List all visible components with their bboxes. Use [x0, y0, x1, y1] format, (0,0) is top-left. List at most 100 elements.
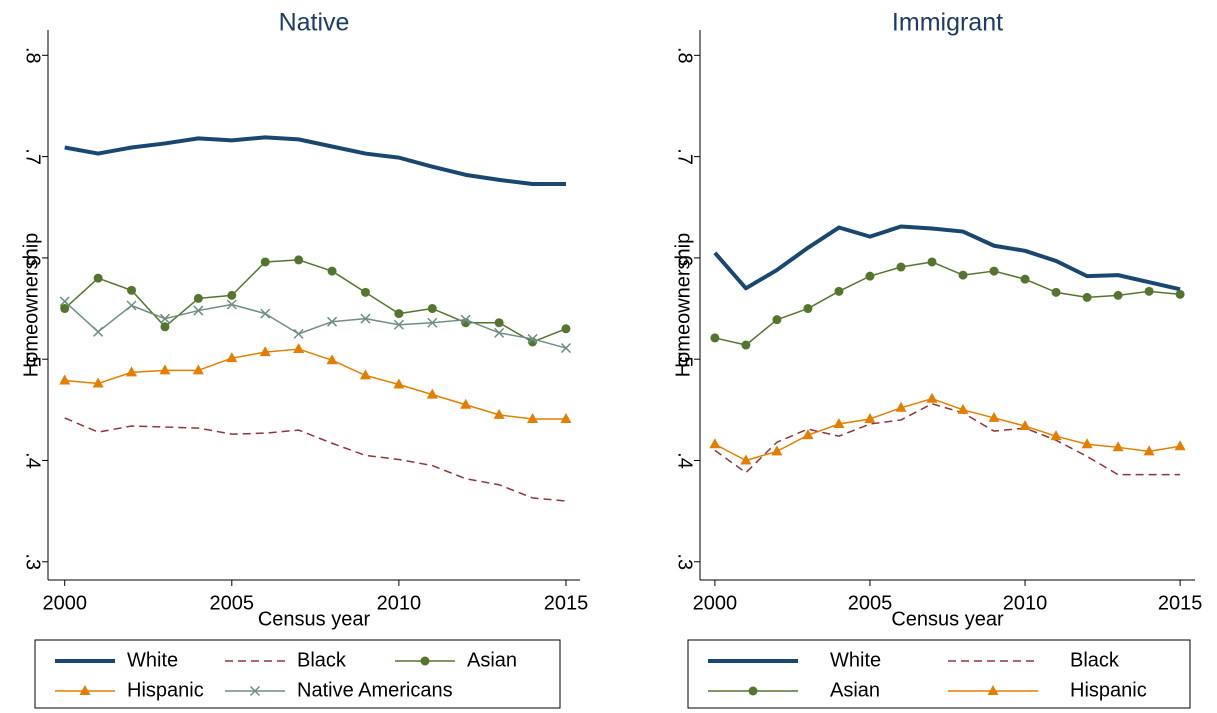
- marker: [293, 343, 305, 354]
- y-tick-label: .4: [674, 452, 696, 469]
- y-tick-label: .7: [674, 148, 696, 165]
- x-tick-label: 2015: [1158, 592, 1203, 614]
- marker: [865, 271, 875, 281]
- marker: [159, 313, 170, 324]
- marker: [226, 299, 237, 310]
- marker: [159, 364, 171, 375]
- x-tick-label: 2005: [210, 592, 255, 614]
- marker: [260, 308, 271, 319]
- x-tick-label: 2010: [377, 592, 422, 614]
- marker: [896, 262, 906, 272]
- legend-label: Hispanic: [1070, 679, 1147, 701]
- marker: [560, 343, 571, 354]
- y-tick-label: .6: [22, 250, 44, 267]
- marker: [460, 398, 472, 409]
- marker: [1143, 445, 1155, 456]
- x-tick-label: 2005: [848, 592, 893, 614]
- marker: [710, 333, 720, 343]
- marker: [494, 327, 505, 338]
- legend-label: White: [127, 649, 178, 671]
- y-tick-label: .6: [674, 250, 696, 267]
- marker: [802, 429, 814, 440]
- marker: [226, 352, 238, 363]
- marker: [393, 319, 404, 330]
- marker: [460, 314, 471, 325]
- marker: [126, 366, 138, 377]
- marker: [527, 333, 538, 344]
- marker: [1020, 274, 1030, 284]
- marker: [927, 257, 937, 267]
- marker: [772, 315, 782, 325]
- marker: [1081, 438, 1093, 449]
- y-tick-label: .3: [674, 553, 696, 570]
- series-line: [64, 135, 566, 186]
- marker: [1175, 289, 1185, 299]
- series-line: [714, 403, 1181, 476]
- x-tick-label: 2000: [42, 592, 87, 614]
- marker: [192, 364, 204, 375]
- marker: [60, 304, 70, 314]
- marker: [93, 273, 103, 283]
- marker: [709, 438, 721, 449]
- legend-box: [687, 639, 1191, 709]
- marker: [1112, 441, 1124, 452]
- x-axis-label: Census year: [891, 608, 1004, 630]
- y-tick-label: .5: [674, 351, 696, 368]
- legend-label: Black: [1070, 649, 1120, 671]
- marker: [741, 340, 751, 350]
- x-tick-label: 2000: [693, 592, 738, 614]
- marker: [1050, 430, 1062, 441]
- chart-title: Immigrant: [892, 9, 1003, 37]
- marker: [393, 378, 405, 389]
- marker: [988, 411, 1000, 422]
- marker: [127, 285, 137, 295]
- marker: [293, 328, 304, 339]
- y-tick-label: .7: [22, 148, 44, 165]
- marker: [259, 346, 271, 357]
- y-axis-label: Homeownership: [672, 233, 694, 378]
- y-tick-label: .8: [22, 47, 44, 64]
- marker: [494, 318, 504, 328]
- x-tick-label: 2010: [1003, 592, 1048, 614]
- marker: [93, 326, 104, 337]
- marker: [895, 401, 907, 412]
- marker: [1051, 287, 1061, 297]
- marker: [360, 313, 371, 324]
- marker: [193, 305, 204, 316]
- marker: [958, 270, 968, 280]
- marker: [327, 266, 337, 276]
- chart-title: Native: [279, 9, 350, 37]
- x-tick-label: 2015: [544, 592, 589, 614]
- marker: [160, 322, 170, 332]
- legend-label: Asian: [467, 649, 517, 671]
- y-axis-label: Homeownership: [20, 233, 42, 378]
- marker: [59, 296, 70, 307]
- marker: [957, 403, 969, 414]
- marker: [1082, 292, 1092, 302]
- legend-marker: [748, 686, 758, 696]
- marker: [426, 388, 438, 399]
- legend-label: Asian: [830, 679, 880, 701]
- series-line: [713, 224, 1181, 292]
- series-line: [714, 397, 1181, 462]
- marker: [394, 309, 404, 319]
- legend-marker: [987, 685, 999, 695]
- legend-label: Hispanic: [127, 679, 204, 701]
- marker: [740, 454, 752, 465]
- marker: [560, 412, 572, 423]
- marker: [864, 412, 876, 423]
- marker: [126, 300, 137, 311]
- legend-label: Black: [297, 649, 347, 671]
- marker: [327, 316, 338, 327]
- marker: [59, 374, 71, 385]
- marker: [326, 354, 338, 365]
- legend-marker: [79, 685, 91, 695]
- marker: [193, 293, 203, 303]
- marker: [1144, 286, 1154, 296]
- y-tick-label: .3: [22, 553, 44, 570]
- series-line: [714, 261, 1181, 346]
- marker: [561, 324, 571, 334]
- y-tick-label: .4: [22, 452, 44, 469]
- x-axis-label: Census year: [258, 608, 371, 630]
